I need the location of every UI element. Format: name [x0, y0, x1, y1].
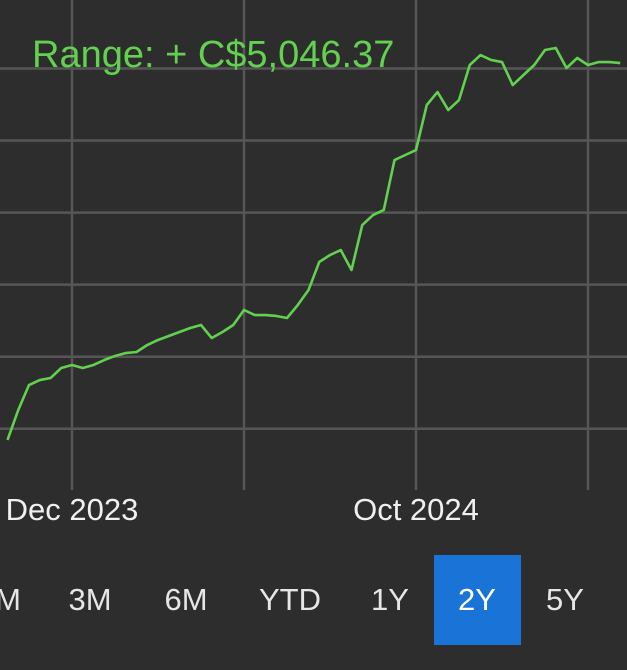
- range-button[interactable]: YTD: [259, 582, 321, 617]
- selected-button-bg[interactable]: [434, 555, 521, 645]
- plot: [6, 46, 621, 441]
- x-tick-label: Dec 2023: [6, 492, 139, 527]
- range-button[interactable]: 3M: [68, 582, 111, 617]
- range-button[interactable]: 1Y: [371, 582, 409, 617]
- range-button[interactable]: 2Y: [458, 582, 496, 617]
- range-buttons: M 3M 6M YTD 1Y 2Y 5Y: [0, 555, 584, 645]
- range-button[interactable]: 6M: [164, 582, 207, 617]
- range-button[interactable]: 5Y: [546, 582, 584, 617]
- range-label: Range: + C$5,046.37: [32, 34, 394, 76]
- range-button[interactable]: M: [0, 582, 21, 617]
- x-tick-label: Oct 2024: [353, 492, 479, 527]
- price-line: [6, 46, 621, 441]
- grid: [0, 0, 627, 490]
